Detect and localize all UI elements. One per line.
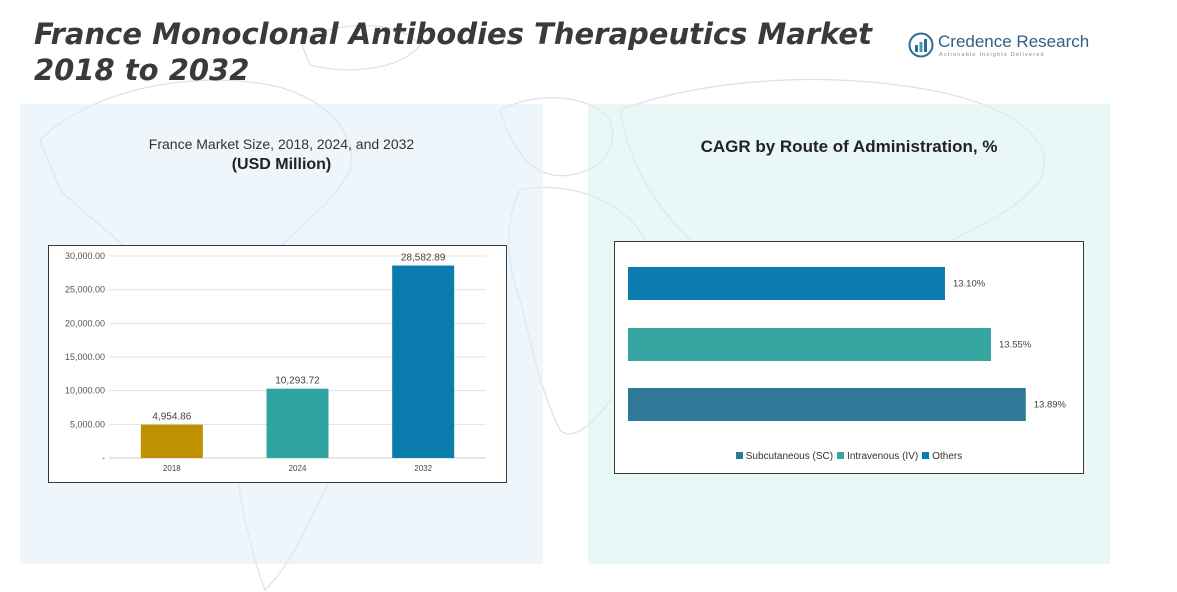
cagr-chart-title: CAGR by Route of Administration, % <box>700 137 998 156</box>
cagr-chart-frame: 13.10% 13.55% 13.89% Subcutaneous (SC) Intr… <box>614 241 1084 474</box>
legend-swatch <box>922 452 930 459</box>
legend-item: Subcutaneous (SC) <box>735 451 834 462</box>
x-tick-label: 2018 <box>163 464 181 473</box>
logo-name: Credence Research <box>938 32 1090 51</box>
bar-2024 <box>266 388 329 458</box>
bar-2032 <box>392 265 455 458</box>
legend-item: Intravenous (IV) <box>837 451 918 462</box>
y-tick-label: 20,000.00 <box>65 318 105 328</box>
y-tick-label: 5,000.00 <box>70 419 105 429</box>
credence-research-logo: Credence Research Actionable Insights De… <box>908 30 1098 64</box>
hbar-others <box>628 267 945 300</box>
market-size-unit: (USD Million) <box>231 156 332 173</box>
bar-value-label: 28,582.89 <box>401 253 446 264</box>
cagr-panel: CAGR by Route of Administration, % 13.10… <box>588 104 1110 564</box>
x-tick-label: 2024 <box>289 464 307 473</box>
x-tick-label: 2032 <box>414 464 432 473</box>
bar-value-label: 10,293.72 <box>275 376 320 387</box>
page-title: France Monoclonal Antibodies Therapeutic… <box>34 17 872 87</box>
legend-label: Others <box>932 451 963 462</box>
market-size-chart-frame: - 5,000.00 10,000.00 15,000.00 20,000.00 25,0… <box>48 245 507 483</box>
hbar-value-label: 13.55% <box>999 340 1032 351</box>
legend-swatch <box>837 452 845 459</box>
bar-value-label: 4,954.86 <box>152 412 191 423</box>
logo-tagline: Actionable Insights Delivered <box>939 52 1045 58</box>
market-size-subtitle: France Market Size, 2018, 2024, and 2032 <box>148 136 415 152</box>
y-tick-label: - <box>102 453 105 463</box>
hbar-subcutaneous-sc <box>628 388 1026 421</box>
logo-mark-icon <box>908 32 934 58</box>
y-tick-label: 30,000.00 <box>65 251 105 261</box>
legend-item: Others <box>922 451 962 462</box>
hbar-value-label: 13.10% <box>953 279 986 290</box>
hbar-intravenous-iv <box>628 328 991 361</box>
legend-swatch <box>735 452 743 459</box>
bar-2018 <box>140 424 203 458</box>
y-tick-label: 10,000.00 <box>65 386 105 396</box>
market-size-bar-chart: - 5,000.00 10,000.00 15,000.00 20,000.00 25,0… <box>65 251 486 473</box>
cagr-legend: Subcutaneous (SC) Intravenous (IV) Others <box>615 451 1083 462</box>
legend-label: Intravenous (IV) <box>847 451 919 462</box>
cagr-bar-chart: 13.10% 13.55% 13.89% <box>628 267 1067 421</box>
y-tick-label: 25,000.00 <box>65 285 105 295</box>
hbar-value-label: 13.89% <box>1034 400 1067 411</box>
y-tick-label: 15,000.00 <box>65 352 105 362</box>
legend-label: Subcutaneous (SC) <box>745 451 834 462</box>
market-size-panel: France Market Size, 2018, 2024, and 2032… <box>20 104 543 564</box>
